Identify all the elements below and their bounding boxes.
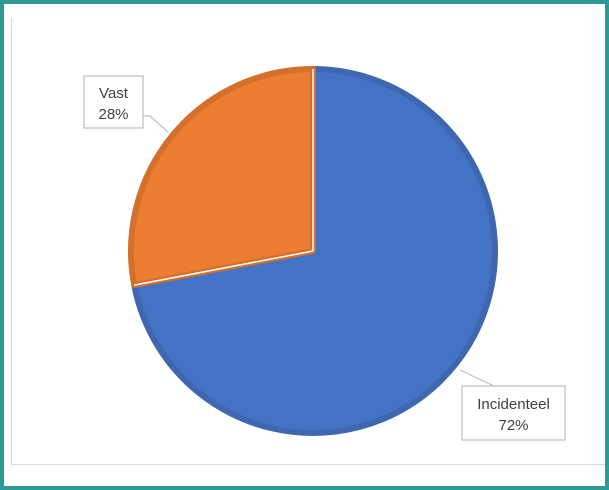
callout-incidenteel-box [461, 385, 566, 441]
callout-vast: Vast 28% [83, 75, 169, 133]
callout-vast-box [83, 75, 144, 129]
pie-slices [128, 66, 498, 436]
pie-slice-vast [128, 66, 316, 289]
callout-incidenteel-leader [459, 369, 518, 387]
callout-incidenteel-value: 72% [498, 417, 528, 434]
callout-vast-label: Vast [99, 85, 129, 102]
callout-vast-value: 28% [98, 106, 128, 123]
callout-incidenteel-label: Incidenteel [477, 396, 550, 413]
callout-vast-leader [143, 115, 169, 133]
slice-separator-2 [134, 250, 314, 286]
plot-area-bottom-edge [11, 464, 605, 465]
callout-incidenteel: Incidenteel 72% [459, 369, 566, 441]
plot-area-left-edge [11, 18, 12, 464]
